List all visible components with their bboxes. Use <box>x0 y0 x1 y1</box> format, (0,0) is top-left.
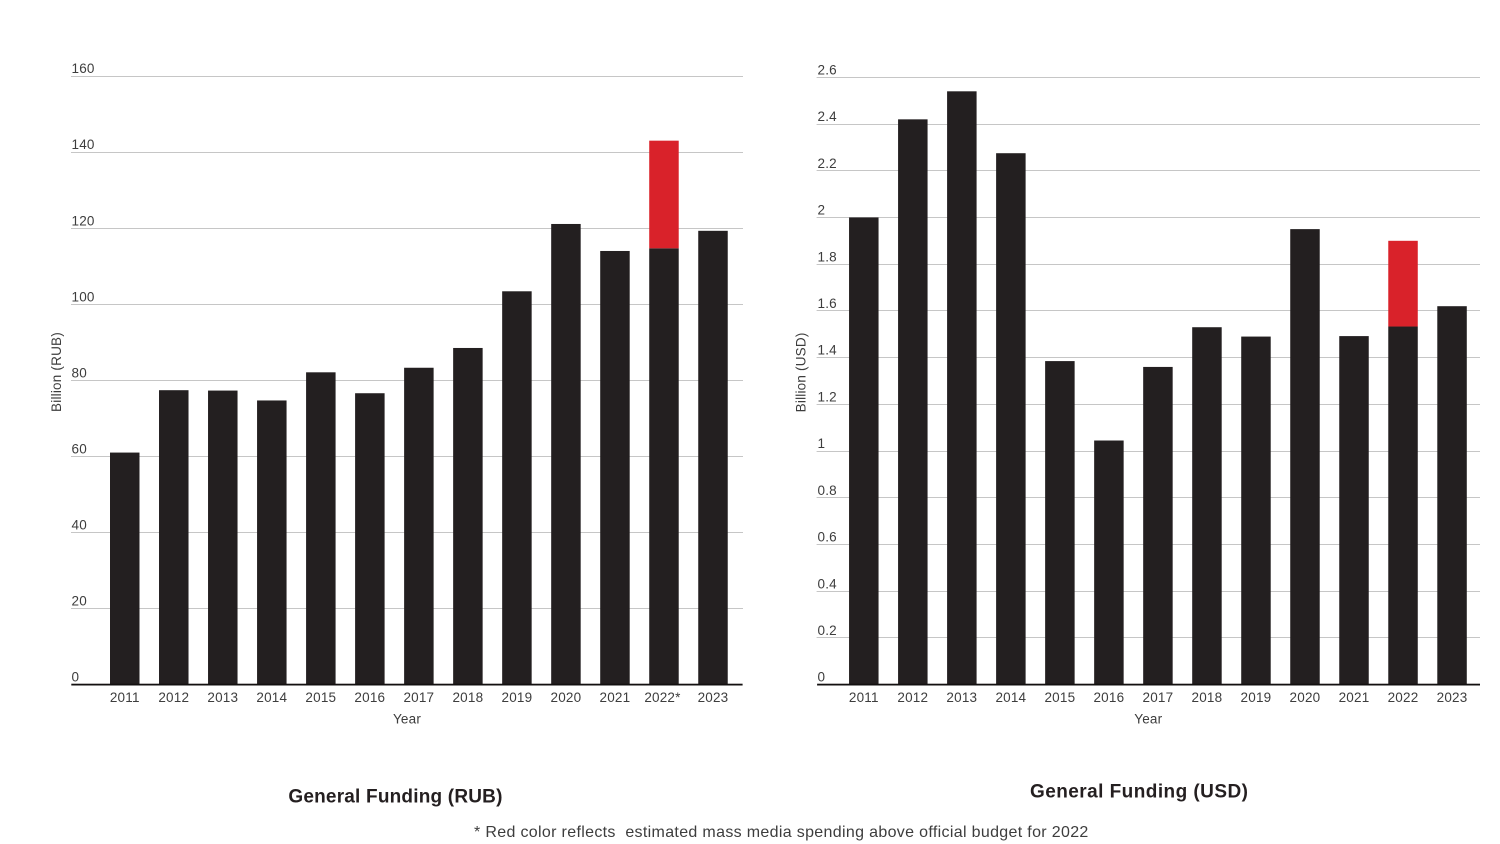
svg-text:2016: 2016 <box>354 690 385 705</box>
svg-text:140: 140 <box>72 137 95 152</box>
svg-text:2022*: 2022* <box>644 690 681 705</box>
svg-text:2: 2 <box>818 203 826 218</box>
svg-text:2011: 2011 <box>849 690 879 705</box>
svg-text:2.4: 2.4 <box>818 109 838 124</box>
svg-text:2017: 2017 <box>1142 690 1173 705</box>
svg-text:2021: 2021 <box>1339 690 1370 705</box>
svg-text:0.6: 0.6 <box>818 530 837 545</box>
svg-text:2020: 2020 <box>551 690 582 705</box>
svg-text:80: 80 <box>72 365 87 380</box>
svg-text:160: 160 <box>72 61 95 76</box>
svg-text:2019: 2019 <box>501 690 532 705</box>
svg-text:2022: 2022 <box>1388 690 1419 705</box>
svg-text:2019: 2019 <box>1241 690 1272 705</box>
svg-text:1.4: 1.4 <box>818 343 838 358</box>
svg-text:2018: 2018 <box>452 690 483 705</box>
svg-text:2.6: 2.6 <box>818 62 837 77</box>
svg-text:2011: 2011 <box>110 690 140 705</box>
svg-text:1.6: 1.6 <box>818 296 837 311</box>
svg-text:120: 120 <box>72 213 95 228</box>
svg-text:2021: 2021 <box>600 690 631 705</box>
svg-text:2.2: 2.2 <box>818 156 837 171</box>
svg-text:40: 40 <box>72 518 87 533</box>
svg-text:60: 60 <box>72 442 87 457</box>
svg-text:2013: 2013 <box>946 690 977 705</box>
svg-text:General Funding (RUB): General Funding (RUB) <box>288 786 502 807</box>
svg-text:2023: 2023 <box>698 690 729 705</box>
svg-text:0.4: 0.4 <box>818 576 838 591</box>
svg-text:General Funding (USD): General Funding (USD) <box>1030 782 1248 803</box>
svg-text:2012: 2012 <box>158 690 189 705</box>
svg-text:20: 20 <box>72 594 87 609</box>
svg-text:Billion (USD): Billion (USD) <box>793 332 808 412</box>
svg-text:2017: 2017 <box>403 690 434 705</box>
svg-text:1.2: 1.2 <box>818 389 837 404</box>
svg-text:2012: 2012 <box>897 690 928 705</box>
svg-text:2018: 2018 <box>1192 690 1223 705</box>
svg-text:2023: 2023 <box>1437 690 1468 705</box>
svg-text:2013: 2013 <box>207 690 238 705</box>
svg-text:Billion (RUB): Billion (RUB) <box>49 332 64 412</box>
svg-text:Year: Year <box>1134 712 1162 727</box>
svg-text:2016: 2016 <box>1093 690 1124 705</box>
svg-text:2015: 2015 <box>305 690 336 705</box>
svg-text:1: 1 <box>818 436 826 451</box>
svg-text:0.2: 0.2 <box>818 623 837 638</box>
svg-text:2015: 2015 <box>1044 690 1075 705</box>
svg-text:Year: Year <box>393 712 421 727</box>
svg-text:100: 100 <box>72 289 95 304</box>
svg-text:2014: 2014 <box>995 690 1026 705</box>
svg-text:0: 0 <box>818 670 826 685</box>
svg-text:0.8: 0.8 <box>818 483 837 498</box>
svg-text:0: 0 <box>72 670 80 685</box>
svg-text:1.8: 1.8 <box>818 249 837 264</box>
svg-text:2020: 2020 <box>1290 690 1321 705</box>
svg-text:2014: 2014 <box>256 690 287 705</box>
svg-text:* Red color reflects estimate: * Red color reflects estimated mass medi… <box>474 824 1089 841</box>
